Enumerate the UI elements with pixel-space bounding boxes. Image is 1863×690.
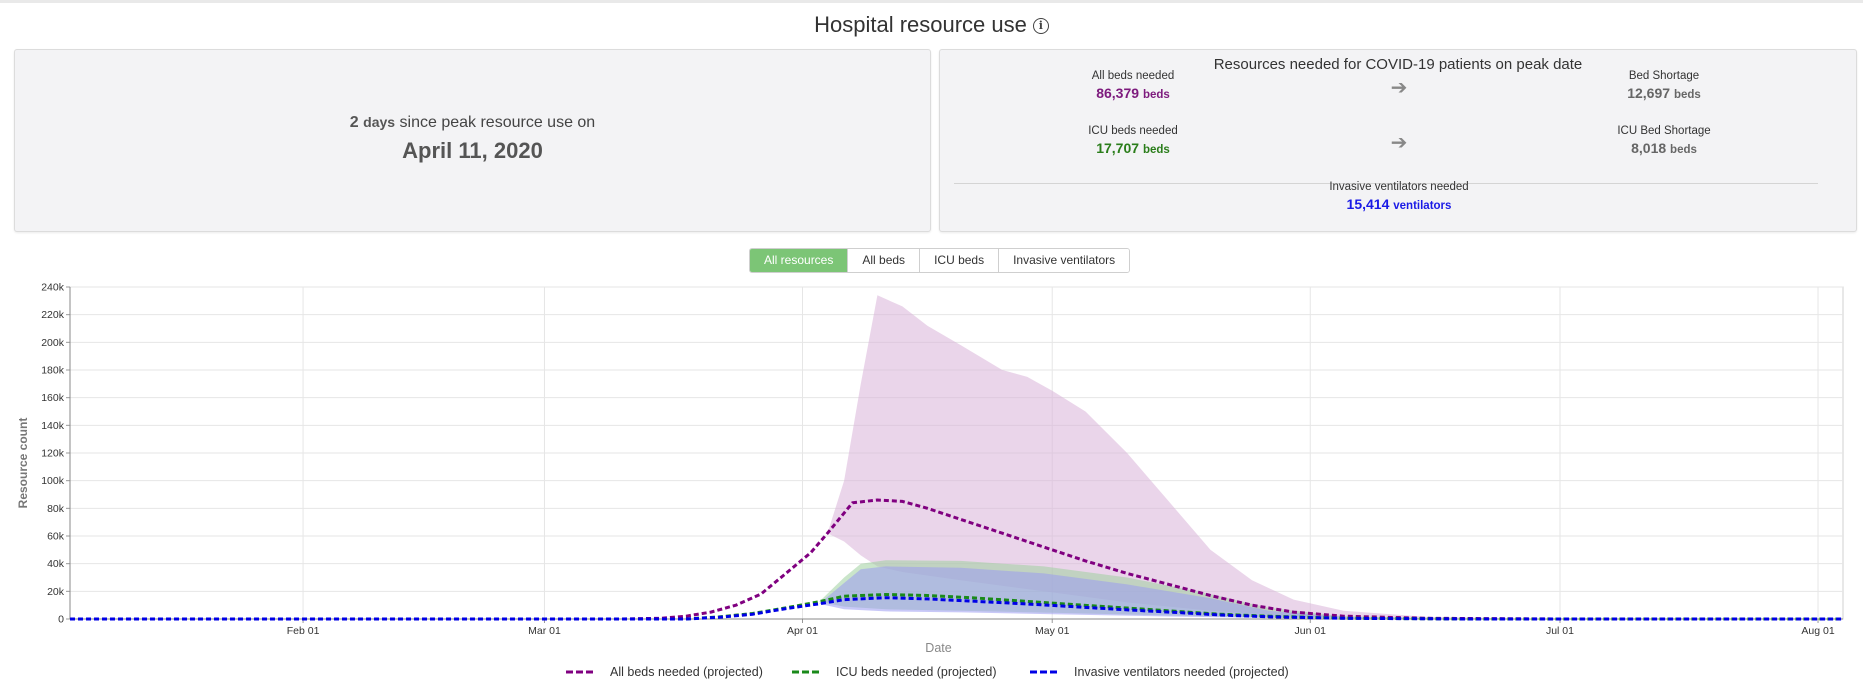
peak-date: April 11, 2020 (402, 138, 543, 163)
icu-shortage-number: 8,018 (1631, 140, 1667, 156)
tab-invasive-ventilators[interactable]: Invasive ventilators (999, 249, 1130, 272)
icu-beds-unit: beds (1142, 144, 1170, 156)
bed-shortage-number: 12,697 (1627, 85, 1671, 101)
resource-tabs: All resources All beds ICU beds Invasive… (749, 248, 1131, 273)
x-tick-label: Apr 01 (787, 625, 818, 637)
series-line (70, 498, 1843, 621)
resources-title: Resources needed for COVID-19 patients o… (1213, 56, 1583, 73)
all-beds-value: 86,379 beds (1033, 85, 1233, 101)
icu-beds-number: 17,707 (1096, 140, 1140, 156)
uncertainty-band (827, 295, 1560, 619)
bed-shortage-unit: beds (1673, 89, 1701, 101)
bed-shortage-value: 12,697 beds (1564, 85, 1764, 101)
since-text: since peak resource use on (399, 114, 596, 131)
days-value: 2 (349, 114, 359, 131)
bed-shortage-label: Bed Shortage (1628, 70, 1700, 82)
icu-shortage-label: ICU Bed Shortage (1617, 125, 1711, 137)
tab-all-beds[interactable]: All beds (848, 249, 921, 272)
all-beds-unit: beds (1142, 89, 1170, 101)
legend-label: Invasive ventilators needed (projected) (1074, 665, 1289, 679)
y-tick-label: 140k (41, 420, 65, 432)
resources-panel: Resources needed for COVID-19 patients o… (939, 49, 1857, 232)
peak-summary: 2 days since peak resource use on April … (15, 114, 930, 164)
icu-shortage-value: 8,018 beds (1564, 140, 1764, 156)
legend-label: All beds needed (projected) (610, 665, 763, 679)
ventilators-number: 15,414 (1346, 196, 1390, 212)
resource-chart: 0 20k 40k 60k 80k 100k 120k 140k 160k 180k 200k 220… (16, 282, 1844, 679)
y-tick-label: 180k (41, 365, 65, 377)
ventilators-value: 15,414 ventilators (1299, 196, 1499, 212)
y-tick-label: 200k (41, 337, 65, 349)
tab-all-resources[interactable]: All resources (750, 249, 849, 272)
icu-shortage-stat: ICU Bed Shortage 8,018 beds (1564, 125, 1764, 156)
y-tick-label: 160k (41, 392, 65, 404)
all-beds-label: All beds needed (1091, 70, 1175, 82)
icu-beds-value: 17,707 beds (1033, 140, 1233, 156)
arrow-right-icon: ➔ (1390, 77, 1408, 99)
ventilators-stat: Invasive ventilators needed 15,414 venti… (1299, 181, 1499, 212)
all-beds-number: 86,379 (1096, 85, 1140, 101)
icu-beds-label: ICU beds needed (1088, 125, 1178, 137)
y-tick-label: 0 (58, 614, 64, 626)
y-axis-title: Resource count (16, 418, 30, 509)
series-line (70, 596, 1843, 621)
info-icon[interactable]: i (1032, 18, 1049, 34)
y-tick-label: 80k (47, 503, 65, 515)
ventilators-label: Invasive ventilators needed (1329, 181, 1469, 193)
icu-shortage-unit: beds (1670, 144, 1697, 156)
x-tick-label: Mar 01 (528, 625, 561, 637)
y-tick-label: 100k (41, 475, 65, 487)
y-tick-label: 60k (47, 531, 65, 543)
y-tick-label: 20k (47, 586, 65, 598)
y-tick-label: 240k (41, 282, 65, 294)
x-tick-label: Feb 01 (287, 625, 320, 637)
panel-divider (954, 183, 1818, 184)
arrow-right-icon: ➔ (1390, 132, 1408, 154)
page-title-text: Hospital resource use (814, 12, 1027, 37)
uncertainty-band (819, 566, 1469, 619)
icu-beds-stat: ICU beds needed 17,707 beds (1033, 125, 1233, 156)
x-tick-label: May 01 (1035, 625, 1070, 637)
top-border (0, 0, 1863, 3)
y-tick-label: 120k (41, 448, 65, 460)
days-unit: days (363, 114, 396, 130)
page-title: Hospital resource use i (0, 12, 1863, 38)
x-tick-label: Jun 01 (1295, 625, 1327, 637)
y-tick-label: 220k (41, 309, 65, 321)
bed-shortage-stat: Bed Shortage 12,697 beds (1564, 70, 1764, 101)
x-tick-label: Aug 01 (1801, 625, 1834, 637)
ventilators-unit: ventilators (1393, 200, 1452, 212)
days-since-peak: 2 days since peak resource use on (15, 114, 930, 132)
x-axis-title: Date (925, 641, 951, 655)
all-beds-stat: All beds needed 86,379 beds (1033, 70, 1233, 101)
peak-summary-panel: 2 days since peak resource use on April … (14, 49, 931, 232)
tab-icu-beds[interactable]: ICU beds (920, 249, 1000, 272)
y-tick-label: 40k (47, 558, 65, 570)
legend-label: ICU beds needed (projected) (836, 665, 997, 679)
x-tick-label: Jul 01 (1546, 625, 1574, 637)
